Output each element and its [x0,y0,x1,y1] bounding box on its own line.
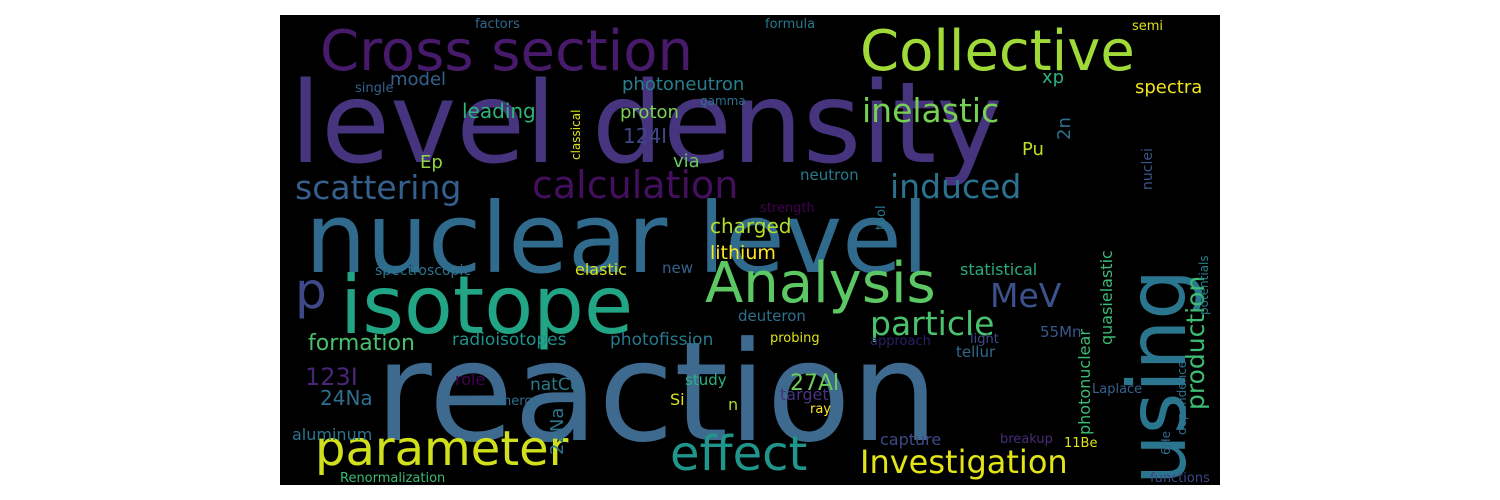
word-photoneutron: photoneutron [622,74,744,95]
word-lithium: lithium [710,242,776,264]
word-light: light [970,332,999,347]
word-cloud-canvas: reaction level density nuclear level iso… [280,15,1220,485]
word-level-density: level density [290,59,1003,189]
word-using: using [1111,269,1204,485]
word-natcu: natCu [530,375,581,395]
word-pu: Pu [1022,139,1044,160]
word-effect: effect [670,426,807,482]
word-parameter: parameter [315,421,569,477]
word-semi: semi [1132,19,1163,34]
word-nuclear-level: nuclear level [305,182,929,295]
word-27al: 27Al [790,371,839,396]
word-reaction: reaction [375,312,938,473]
word-strength: strength [760,201,815,216]
word-tool: tool [874,205,889,230]
word-radioisotopes: radioisotopes [452,330,567,350]
word-xp: xp [1042,67,1064,88]
word-spectra: spectra [1135,77,1202,98]
word-collective: Collective [860,19,1135,84]
word-photofission: photofission [610,330,713,350]
word-cloud-background [280,15,1220,485]
word-si: Si [670,390,685,409]
word-induced: induced [890,167,1021,206]
word-factors: factors [475,17,520,32]
word-formation: formation [308,331,415,356]
word-tellur: tellur [956,343,996,361]
word-production: production [1181,276,1210,410]
word-ep: Ep [420,152,443,173]
word-isotope: isotope [340,259,633,352]
word-renormalization: Renormalization [340,471,445,485]
word-cloud: reaction level density nuclear level iso… [280,15,1220,485]
word-single: single [355,81,394,96]
word-particle: particle [870,304,994,343]
word-calculation: calculation [532,163,738,207]
word-laplace: Laplace [1092,382,1142,397]
word-p: p [295,262,327,320]
word-quasielastic: quasielastic [1097,250,1116,345]
word-124i: 124I [623,124,667,148]
word-scattering: scattering [295,168,461,207]
word-leading: leading [462,99,536,123]
word-statistical: statistical [960,260,1037,279]
word-mev: MeV [990,276,1062,315]
word-2n: 2n [1054,117,1075,140]
word-gamma: gamma [700,94,746,108]
word-capture: capture [880,430,941,449]
word-neutron: neutron [800,166,859,184]
word-55mn: 55Mn [1040,323,1082,341]
word-target: target [780,385,829,404]
word-ray: ray [810,402,831,417]
word-dependence: dependence [1175,361,1189,435]
word-inelastic: inelastic [862,91,999,130]
word-spectroscopic: spectroscopic [375,263,471,279]
word-11be: 11Be [1064,436,1097,451]
word-analysis: Analysis [705,251,936,316]
word-breakup: breakup [1000,432,1053,447]
word-via: via [673,151,700,172]
word-123i: 123I [305,363,358,391]
word-investigation: Investigation [860,443,1068,481]
word-study: study [685,371,727,389]
word-potentials: potentials [1197,255,1211,315]
word-deuteron: deuteron [738,307,806,325]
word-aluminum: aluminum [292,425,372,444]
word-photonuclear: photonuclear [1075,329,1094,435]
word-elastic: elastic [575,260,627,279]
word-charged: charged [710,214,792,238]
word-classical: classical [569,110,583,160]
word-6he: 6He [1159,431,1173,455]
word-22na: 22Na [547,408,568,455]
word-energy: energy [495,394,541,409]
word-24na: 24Na [320,386,373,410]
word-proton: proton [620,102,679,123]
word-model: model [390,69,446,90]
word-role: role [455,370,485,389]
word-functions: functions [1150,471,1210,485]
word-formula: formula [765,17,815,32]
word-cross-section: Cross section [320,19,693,84]
word-nuclei: nuclei [1140,148,1156,190]
word-new: new [662,259,693,277]
word-n: n [728,395,738,414]
word-approach: approach [870,334,931,349]
word-probing: probing [770,331,820,346]
